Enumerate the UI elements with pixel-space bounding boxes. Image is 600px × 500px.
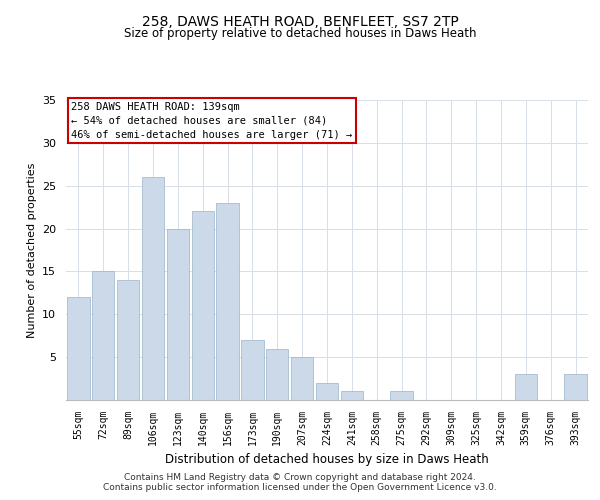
- Bar: [241, 340, 263, 400]
- Bar: [291, 357, 313, 400]
- Bar: [266, 348, 289, 400]
- Bar: [341, 392, 363, 400]
- Bar: [191, 212, 214, 400]
- Bar: [565, 374, 587, 400]
- X-axis label: Distribution of detached houses by size in Daws Heath: Distribution of detached houses by size …: [165, 454, 489, 466]
- Bar: [142, 177, 164, 400]
- Y-axis label: Number of detached properties: Number of detached properties: [26, 162, 37, 338]
- Bar: [391, 392, 413, 400]
- Bar: [316, 383, 338, 400]
- Bar: [67, 297, 89, 400]
- Bar: [167, 228, 189, 400]
- Text: Contains HM Land Registry data © Crown copyright and database right 2024.: Contains HM Land Registry data © Crown c…: [124, 474, 476, 482]
- Bar: [117, 280, 139, 400]
- Text: Contains public sector information licensed under the Open Government Licence v3: Contains public sector information licen…: [103, 484, 497, 492]
- Bar: [92, 272, 115, 400]
- Text: 258 DAWS HEATH ROAD: 139sqm
← 54% of detached houses are smaller (84)
46% of sem: 258 DAWS HEATH ROAD: 139sqm ← 54% of det…: [71, 102, 352, 140]
- Bar: [515, 374, 537, 400]
- Text: 258, DAWS HEATH ROAD, BENFLEET, SS7 2TP: 258, DAWS HEATH ROAD, BENFLEET, SS7 2TP: [142, 15, 458, 29]
- Bar: [217, 203, 239, 400]
- Text: Size of property relative to detached houses in Daws Heath: Size of property relative to detached ho…: [124, 28, 476, 40]
